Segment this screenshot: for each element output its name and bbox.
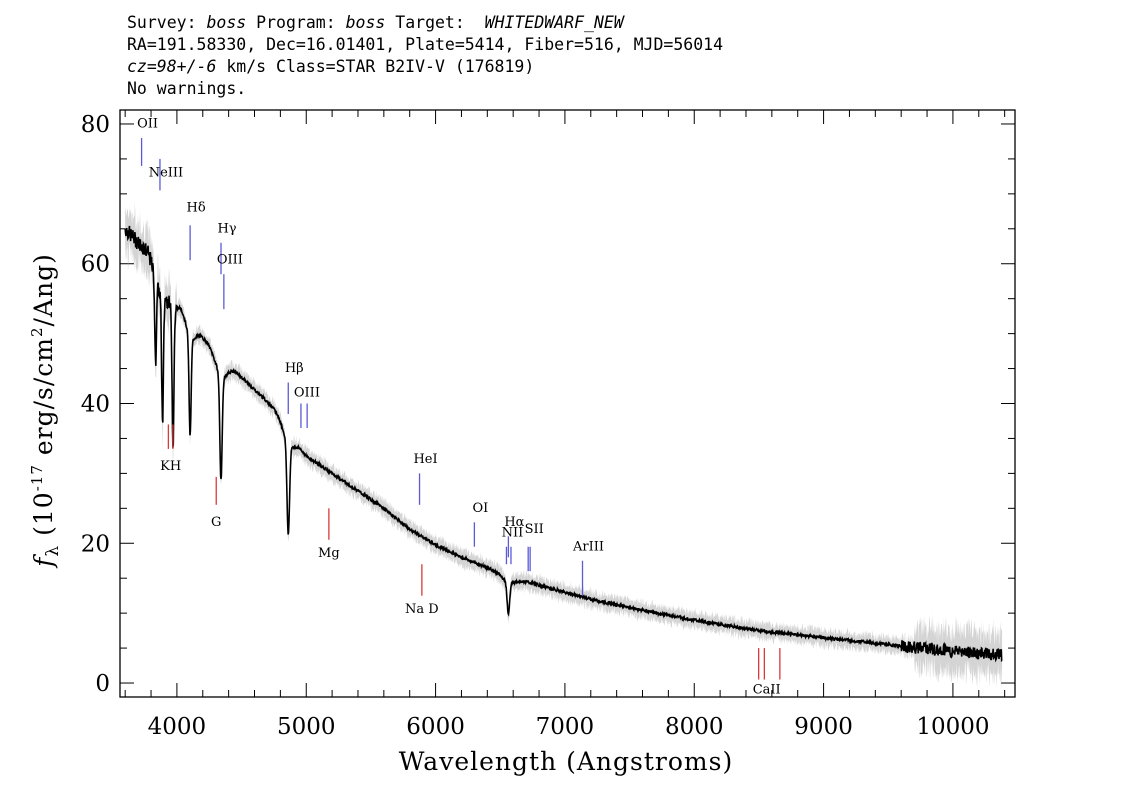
header-line-class: cz=98+/-6 km/s Class=STAR B2IV-V (176819… xyxy=(127,57,535,76)
header-line-warnings: No warnings. xyxy=(127,79,247,98)
emission-line-label: Hβ xyxy=(285,361,304,376)
emission-line-label: HeI xyxy=(413,452,437,467)
target-value: WHITEDWARF_NEW xyxy=(484,13,624,32)
x-tick-label: 7000 xyxy=(536,714,595,740)
error-band-area xyxy=(125,202,1003,691)
x-tick-label: 8000 xyxy=(665,714,724,740)
header-line-survey: Survey: boss Program: boss Target: WHITE… xyxy=(127,13,624,32)
emission-line-label: ArIII xyxy=(572,539,604,554)
emission-line-label: Hα xyxy=(504,515,524,530)
plot-axes: 4000 5000 6000 7000 8000 9000 10000 0 20 40 60 80 xyxy=(81,109,1016,740)
emission-line-label: NeIII xyxy=(149,165,183,180)
emission-line-label: NII xyxy=(502,525,524,540)
emission-line-label: OIII xyxy=(294,386,320,401)
absorption-line-label: Na D xyxy=(405,602,439,617)
absorption-line-label: G xyxy=(211,515,221,530)
flux-line xyxy=(124,225,1003,663)
y-tick-label: 0 xyxy=(95,671,110,697)
header-line-coordinates: RA=191.58330, Dec=16.01401, Plate=5414, … xyxy=(127,35,724,54)
absorption-line-label: KH xyxy=(160,459,181,474)
y-tick-label: 60 xyxy=(81,252,110,278)
absorption-line-label: Mg xyxy=(318,546,340,561)
plot-frame xyxy=(119,109,1016,698)
axis-labels: Wavelength (Angstroms) fλ (10-17 erg/s/c… xyxy=(28,253,733,776)
flux-error-band xyxy=(125,202,1003,691)
x-tick-label: 5000 xyxy=(277,714,336,740)
emission-line-label: SII xyxy=(525,522,544,537)
emission-line-label: Hδ xyxy=(187,200,206,215)
redshift-value: cz=98+/-6 xyxy=(127,57,217,76)
program-value: boss xyxy=(345,13,386,32)
emission-line-label: OII xyxy=(137,116,158,131)
emission-line-label: OIII xyxy=(217,253,243,268)
flux-series xyxy=(124,225,1003,663)
y-tick-label: 20 xyxy=(81,531,110,557)
survey-value: boss xyxy=(206,13,247,32)
y-tick-label: 40 xyxy=(81,392,110,418)
y-axis-label: fλ (10-17 erg/s/cm2/Ang) xyxy=(28,253,63,569)
x-tick-label: 4000 xyxy=(148,714,207,740)
emission-line-label: Hγ xyxy=(217,221,236,236)
spectrum-header: Survey: boss Program: boss Target: WHITE… xyxy=(127,12,723,100)
y-tick-label: 80 xyxy=(81,112,110,138)
x-tick-label: 10000 xyxy=(916,714,989,740)
x-tick-label: 6000 xyxy=(406,714,465,740)
x-tick-label: 9000 xyxy=(794,714,853,740)
absorption-line-label: CaII xyxy=(753,683,781,698)
x-axis-label: Wavelength (Angstroms) xyxy=(399,747,733,776)
emission-line-label: OI xyxy=(472,501,488,516)
